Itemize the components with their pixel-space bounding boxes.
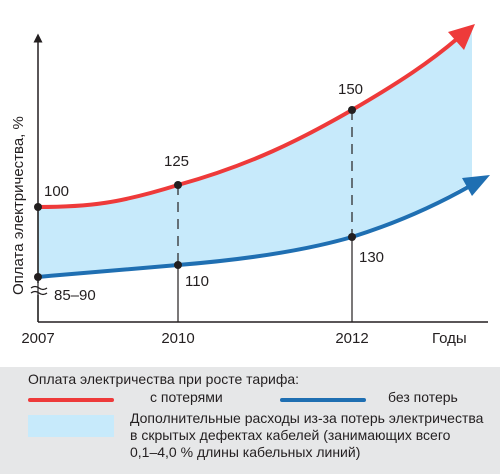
series-line-without-losses bbox=[36, 184, 472, 279]
x-tick-2007: 2007 bbox=[21, 330, 54, 347]
label-without-losses-2007: 85–90 bbox=[54, 287, 96, 304]
point-without-losses-2007 bbox=[34, 273, 42, 281]
point-with-losses-2012 bbox=[348, 106, 356, 114]
legend-label-without-losses: без потерь bbox=[388, 389, 458, 405]
legend: Оплата электричества при росте тарифа: с… bbox=[0, 367, 500, 474]
point-with-losses-2007 bbox=[34, 203, 42, 211]
additional-cost-band bbox=[38, 28, 472, 277]
legend-title: Оплата электричества при росте тарифа: bbox=[28, 371, 300, 387]
legend-line-with-losses bbox=[28, 398, 114, 402]
label-with-losses-2010: 125 bbox=[164, 153, 189, 170]
legend-band-line-3: 0,1–4,0 % длины кабельных линий) bbox=[130, 444, 361, 460]
label-without-losses-2012: 130 bbox=[359, 249, 384, 266]
with-losses-arrowhead bbox=[448, 24, 475, 50]
label-without-losses-2010: 110 bbox=[185, 273, 209, 290]
x-axis-label: Годы bbox=[432, 330, 467, 347]
legend-swatch-band bbox=[28, 415, 114, 437]
point-without-losses-2010 bbox=[174, 261, 182, 269]
chart-canvas: 100 125 150 85–90 110 130 2007 2010 2012… bbox=[10, 24, 490, 347]
legend-band-line-2: в скрытых дефектах кабелей (занимающих в… bbox=[130, 427, 451, 443]
point-with-losses-2010 bbox=[174, 181, 182, 189]
legend-label-with-losses: с потерями bbox=[150, 389, 223, 405]
point-without-losses-2012 bbox=[348, 233, 356, 241]
x-tick-2010: 2010 bbox=[161, 330, 194, 347]
y-axis-label: Оплата электричества, % bbox=[10, 116, 27, 295]
label-with-losses-2007: 100 bbox=[44, 183, 69, 200]
legend-band-line-1: Дополнительные расходы из-за потерь элек… bbox=[130, 410, 484, 426]
label-with-losses-2012: 150 bbox=[338, 81, 363, 98]
without-losses-arrowhead bbox=[462, 175, 490, 196]
x-tick-2012: 2012 bbox=[335, 330, 368, 347]
series-line-with-losses bbox=[36, 36, 460, 209]
legend-band-description: Дополнительные расходы из-за потерь элек… bbox=[130, 410, 483, 461]
legend-line-without-losses bbox=[280, 398, 366, 402]
